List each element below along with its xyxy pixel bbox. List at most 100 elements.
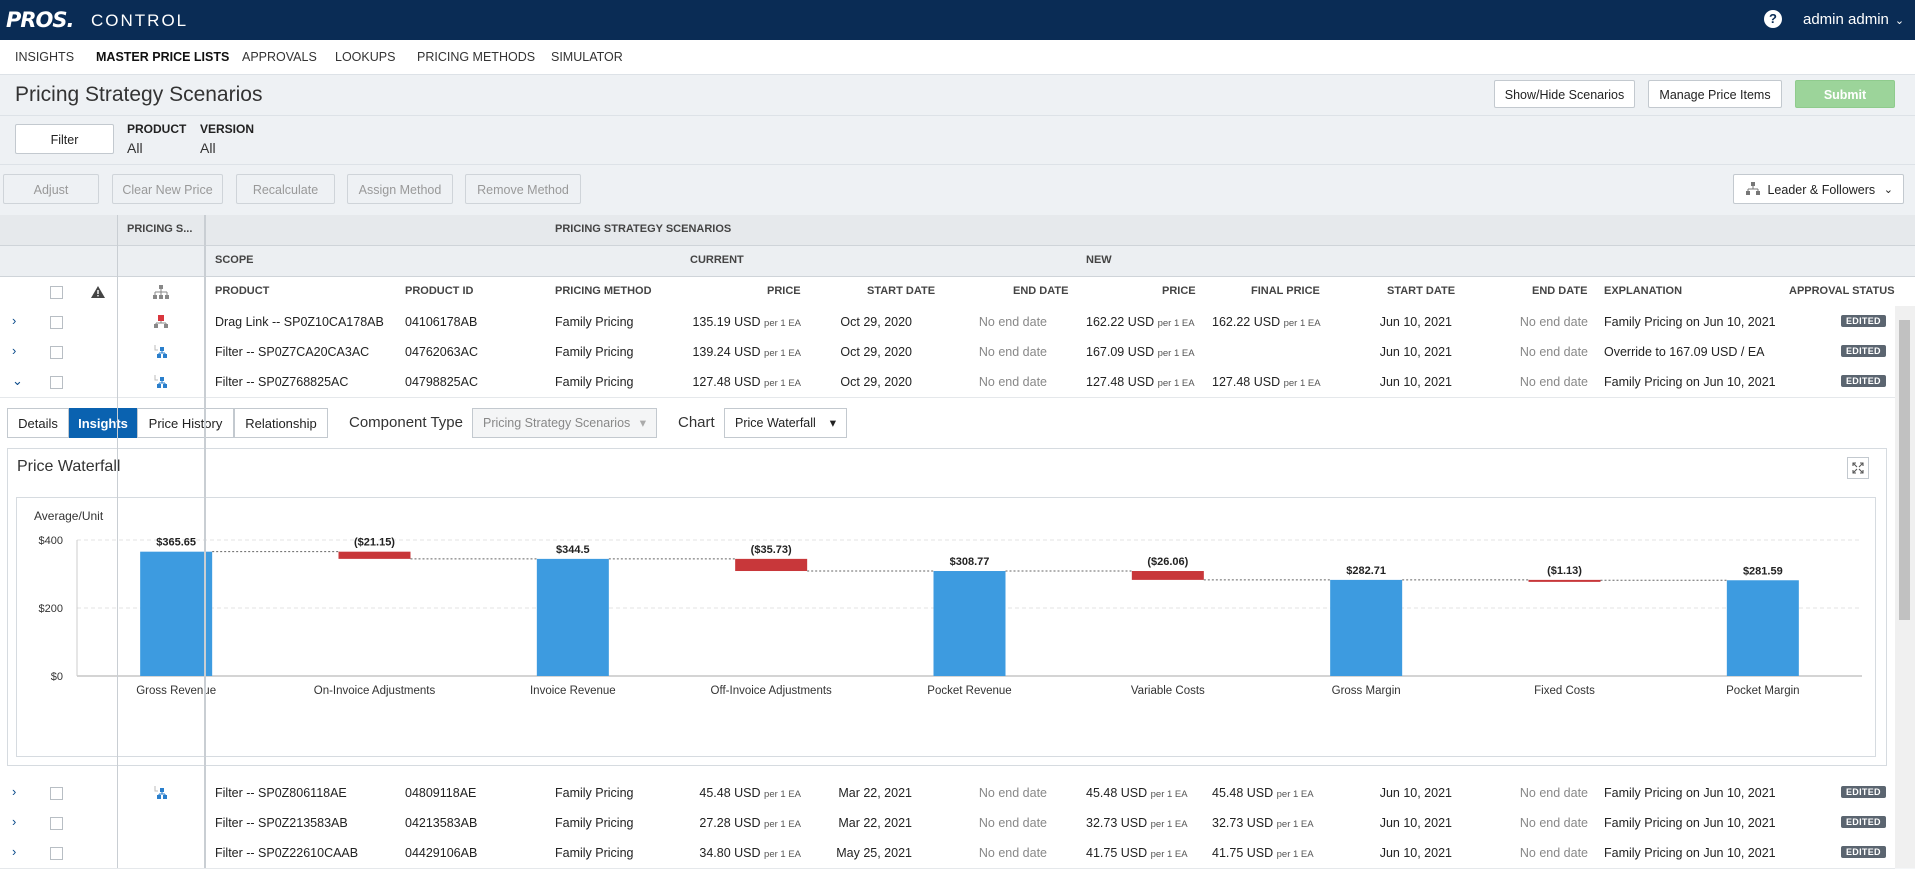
new-price-cell[interactable]: 45.48 USD per 1 EA xyxy=(1086,786,1188,800)
group-pricing-s-header[interactable]: PRICING S... xyxy=(127,223,193,235)
x-tick-label: Pocket Revenue xyxy=(927,685,1011,697)
table-row[interactable]: ⌄ Filter -- SP0Z768825AC 04798825AC Family … xyxy=(0,367,1895,398)
submit-button[interactable]: Submit xyxy=(1795,80,1895,108)
data-label: $282.71 xyxy=(1346,565,1386,577)
tab-price-history[interactable]: Price History xyxy=(137,408,234,438)
row-checkbox[interactable] xyxy=(50,847,63,860)
x-tick-label: Gross Margin xyxy=(1332,685,1401,697)
product-id-cell: 04762063AC xyxy=(405,345,478,359)
component-type-value: Pricing Strategy Scenarios xyxy=(483,416,631,430)
waterfall-bar xyxy=(140,551,213,676)
chart-select[interactable]: Price Waterfall ▾ xyxy=(724,408,847,438)
current-price-cell: 34.80 USD per 1 EA xyxy=(699,846,801,860)
explanation-cell: Family Pricing on Jun 10, 2021 xyxy=(1604,786,1776,800)
new-start-date-cell: Jun 10, 2021 xyxy=(1379,816,1452,830)
nav-lookups[interactable]: LOOKUPS xyxy=(335,50,396,64)
expand-button[interactable] xyxy=(1847,457,1869,479)
expand-row-icon[interactable]: › xyxy=(12,313,17,328)
new-start-date-cell: Jun 10, 2021 xyxy=(1379,846,1452,860)
waterfall-bar xyxy=(1131,571,1204,580)
adjust-button[interactable]: Adjust xyxy=(3,174,99,204)
table-row[interactable]: › Drag Link -- SP0Z10CA178AB 04106178AB Fam… xyxy=(0,307,1895,338)
table-row[interactable]: › Filter -- SP0Z213583AB 04213583AB Family … xyxy=(0,808,1895,839)
remove-method-button[interactable]: Remove Method xyxy=(465,174,581,204)
product-cell: Filter -- SP0Z7CA20CA3AC xyxy=(215,345,370,359)
tab-relationship[interactable]: Relationship xyxy=(234,408,328,438)
grid-column-header: PRODUCT PRODUCT ID PRICING METHOD PRICE … xyxy=(0,277,1915,308)
table-row[interactable]: › Filter -- SP0Z22610CAAB 04429106AB Family… xyxy=(0,838,1895,869)
col-pricing-method[interactable]: PRICING METHOD xyxy=(555,285,652,297)
version-filter-value[interactable]: All xyxy=(200,140,216,156)
product-filter-value[interactable]: All xyxy=(127,140,143,156)
main-nav: INSIGHTS MASTER PRICE LISTS APPROVALS LO… xyxy=(0,40,1915,75)
current-price-cell: 27.28 USD per 1 EA xyxy=(699,816,801,830)
hierarchy-icon xyxy=(153,285,169,299)
new-price-cell[interactable]: 32.73 USD per 1 EA xyxy=(1086,816,1188,830)
col-approval-status[interactable]: APPROVAL STATUS xyxy=(1789,285,1895,297)
row-checkbox[interactable] xyxy=(50,817,63,830)
waterfall-bar xyxy=(1330,579,1403,676)
recalculate-button[interactable]: Recalculate xyxy=(236,174,335,204)
new-price-cell[interactable]: 127.48 USD per 1 EA xyxy=(1086,375,1195,389)
table-row[interactable]: › Filter -- SP0Z7CA20CA3AC 04762063AC Famil… xyxy=(0,337,1895,368)
expand-row-icon[interactable]: › xyxy=(12,844,17,859)
help-icon[interactable]: ? xyxy=(1764,10,1782,28)
leader-icon xyxy=(154,315,168,328)
row-checkbox[interactable] xyxy=(50,787,63,800)
tab-details[interactable]: Details xyxy=(7,408,69,438)
y-tick-label: $400 xyxy=(39,535,63,547)
assign-method-button[interactable]: Assign Method xyxy=(347,174,453,204)
new-end-date-cell: No end date xyxy=(1519,816,1588,830)
current-start-date-cell: Oct 29, 2020 xyxy=(840,315,912,329)
waterfall-bar xyxy=(1528,579,1601,582)
col-explanation[interactable]: EXPLANATION xyxy=(1604,285,1683,297)
nav-master-price-lists[interactable]: MASTER PRICE LISTS xyxy=(96,50,230,64)
show-hide-scenarios-button[interactable]: Show/Hide Scenarios xyxy=(1494,80,1635,108)
detail-panel: Details Insights Price History Relations… xyxy=(0,398,1895,778)
expand-row-icon[interactable]: › xyxy=(12,343,17,358)
nav-approvals[interactable]: APPROVALS xyxy=(242,50,317,64)
nav-simulator[interactable]: SIMULATOR xyxy=(551,50,623,64)
filter-button[interactable]: Filter xyxy=(15,124,114,154)
table-row[interactable]: › Filter -- SP0Z806118AE 04809118AE Family … xyxy=(0,778,1895,809)
expand-row-icon[interactable]: ⌄ xyxy=(12,373,23,388)
tab-insights[interactable]: Insights xyxy=(69,408,137,438)
status-badge: EDITED xyxy=(1841,375,1886,387)
price-waterfall-chart: Average/Unit $0 $200 $400 $365.65 Gross Reven… xyxy=(34,509,1862,697)
nav-pricing-methods[interactable]: PRICING METHODS xyxy=(417,50,536,64)
col-product[interactable]: PRODUCT xyxy=(215,285,270,297)
nav-insights[interactable]: INSIGHTS xyxy=(15,50,75,64)
expand-row-icon[interactable]: › xyxy=(12,814,17,829)
current-price-cell: 45.48 USD per 1 EA xyxy=(699,786,801,800)
pricing-method-cell: Family Pricing xyxy=(555,345,634,359)
col-new-end-date[interactable]: END DATE xyxy=(1532,285,1588,297)
col-current-start-date[interactable]: START DATE xyxy=(867,285,936,297)
new-price-cell[interactable]: 162.22 USD per 1 EA xyxy=(1086,315,1195,329)
col-current-price[interactable]: PRICE xyxy=(767,285,801,297)
waterfall-bar xyxy=(1726,580,1799,676)
leader-followers-select[interactable]: Leader & Followers ⌄ xyxy=(1733,174,1904,204)
col-new-price[interactable]: PRICE xyxy=(1162,285,1196,297)
new-price-cell[interactable]: 41.75 USD per 1 EA xyxy=(1086,846,1188,860)
follower-icon xyxy=(154,375,167,388)
new-price-cell[interactable]: 167.09 USD per 1 EA xyxy=(1086,345,1195,359)
scrollbar-thumb[interactable] xyxy=(1899,320,1910,620)
new-start-date-cell: Jun 10, 2021 xyxy=(1379,375,1452,389)
col-product-id[interactable]: PRODUCT ID xyxy=(405,285,474,297)
col-new-start-date[interactable]: START DATE xyxy=(1387,285,1456,297)
expand-row-icon[interactable]: › xyxy=(12,784,17,799)
component-type-select[interactable]: Pricing Strategy Scenarios ▾ xyxy=(472,408,657,438)
new-end-date-cell: No end date xyxy=(1519,846,1588,860)
manage-price-items-button[interactable]: Manage Price Items xyxy=(1648,80,1782,108)
select-all-checkbox[interactable] xyxy=(50,286,63,299)
col-current-end-date[interactable]: END DATE xyxy=(1013,285,1069,297)
group-pricing-strategy-scenarios-header[interactable]: PRICING STRATEGY SCENARIOS xyxy=(555,223,732,235)
pros-logo[interactable]: PROS. xyxy=(6,8,75,32)
row-checkbox[interactable] xyxy=(50,316,63,329)
clear-new-price-button[interactable]: Clear New Price xyxy=(112,174,223,204)
col-final-price[interactable]: FINAL PRICE xyxy=(1251,285,1320,297)
row-checkbox[interactable] xyxy=(50,346,63,359)
user-menu[interactable]: admin admin ⌄ xyxy=(1803,11,1904,28)
vertical-scrollbar[interactable] xyxy=(1895,306,1915,868)
row-checkbox[interactable] xyxy=(50,376,63,389)
